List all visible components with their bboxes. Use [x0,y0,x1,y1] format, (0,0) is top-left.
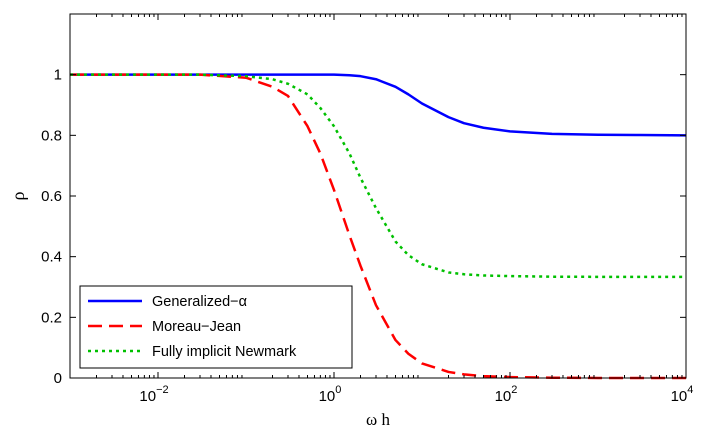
series-line-1 [70,73,686,380]
y-tick-label: 1 [54,67,62,84]
y-tick-label: 0.2 [41,309,62,326]
tick-layer: 10−2 100 102 104 0 0.2 0.4 0.6 0.8 1 [41,14,693,405]
x-tick-label: 100 [319,384,342,405]
legend-box [79,285,353,369]
y-tick-label: 0 [54,370,62,387]
legend-label-0: Generalized−α [152,294,247,310]
legend: Generalized−α Moreau−Jean Fully implicit N… [79,285,353,369]
x-tick-label: 102 [495,384,518,405]
series-line-2 [70,73,687,279]
x-tick-label: 10−2 [139,384,168,405]
y-tick-label: 0.6 [41,188,62,205]
series-layer [70,73,687,380]
y-tick-label: 0.8 [41,127,62,144]
legend-label-2: Fully implicit Newmark [152,344,297,360]
y-axis-label: ρ [8,191,28,200]
y-tick-label: 0.4 [41,249,62,266]
x-axis-label: ω h [366,410,390,429]
series-line-0 [70,73,687,137]
legend-label-1: Moreau−Jean [152,319,241,335]
x-tick-label: 104 [671,384,694,405]
